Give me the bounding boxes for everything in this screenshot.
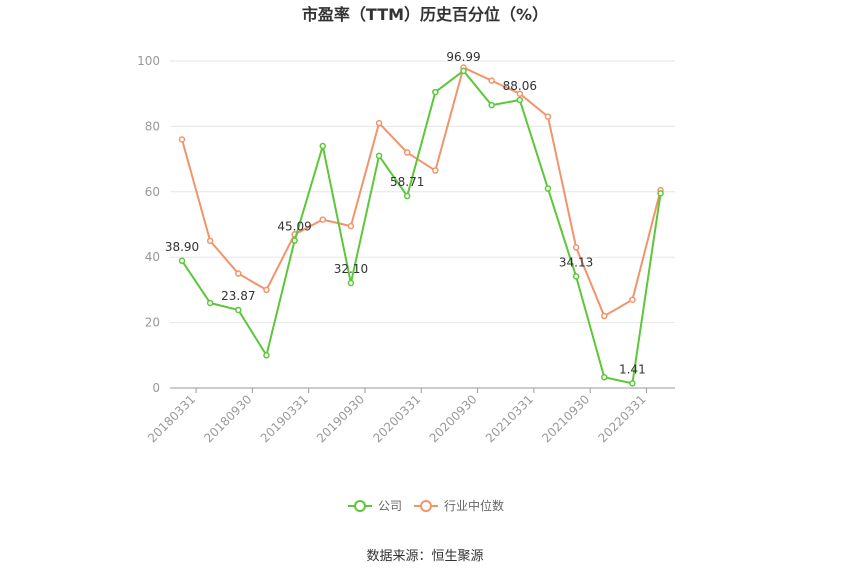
- data-label: 1.41: [619, 362, 646, 376]
- data-point: [403, 192, 411, 200]
- y-tick-label: 60: [145, 185, 160, 199]
- data-point: [460, 67, 467, 75]
- y-tick-label: 20: [145, 316, 160, 330]
- y-axis: 0 20 40 60 80 100: [137, 54, 160, 395]
- data-point: [572, 244, 580, 251]
- data-point: [544, 185, 552, 192]
- data-label: 34.13: [559, 255, 593, 269]
- data-point: [319, 142, 326, 150]
- y-tick-label: 0: [152, 381, 160, 395]
- data-point: [403, 149, 411, 156]
- legend-marker: [420, 500, 432, 512]
- data-point: [516, 96, 524, 104]
- series-line-1: [181, 66, 662, 318]
- data-point: [488, 101, 495, 109]
- y-tick-label: 40: [145, 250, 160, 264]
- data-point: [572, 273, 580, 280]
- data-point: [178, 257, 186, 265]
- series-layer: [178, 64, 664, 387]
- legend-item-0[interactable]: 公司: [348, 499, 402, 513]
- legend-label: 公司: [378, 499, 402, 513]
- data-point: [235, 270, 242, 277]
- x-tick-label: 20190930: [314, 392, 367, 445]
- data-label: 38.90: [165, 240, 199, 254]
- x-tick-label: 20180331: [145, 392, 198, 445]
- data-point: [206, 299, 214, 307]
- data-point: [488, 77, 495, 84]
- series-0: [178, 67, 664, 387]
- data-point: [319, 216, 326, 223]
- x-tick-label: 20200331: [370, 392, 423, 445]
- data-label: 32.10: [334, 262, 368, 276]
- legend-marker: [354, 500, 366, 512]
- data-source: 数据来源：恒生聚源: [366, 549, 483, 564]
- y-tick-label: 80: [145, 119, 160, 133]
- data-point: [263, 352, 270, 359]
- data-point: [235, 306, 242, 314]
- data-point: [178, 136, 186, 143]
- x-tick-label: 20200930: [427, 392, 480, 445]
- data-label: 45.09: [277, 220, 311, 234]
- chart-title: 市盈率（TTM）历史百分位（%）: [302, 5, 548, 24]
- series-1: [178, 64, 664, 320]
- x-tick-label: 20220331: [596, 392, 649, 445]
- data-labels: 38.90 23.87 45.09 32.10 58.71 96.99 88.06 34.13…: [165, 50, 646, 377]
- data-point: [347, 222, 355, 230]
- data-point: [657, 190, 664, 197]
- legend: 公司 行业中位数: [348, 498, 504, 513]
- data-label: 23.87: [221, 289, 255, 303]
- data-label: 58.71: [390, 175, 424, 189]
- x-tick-label: 20210331: [483, 392, 536, 445]
- data-point: [432, 167, 439, 174]
- x-axis: 20180331 20180930 20190331 20190930 20200331…: [145, 387, 675, 445]
- data-point: [601, 373, 608, 381]
- data-point: [432, 88, 439, 96]
- data-point: [375, 119, 383, 127]
- legend-label: 行业中位数: [444, 498, 504, 513]
- data-point: [263, 286, 270, 294]
- data-point: [629, 380, 636, 387]
- data-point: [291, 237, 298, 244]
- series-line-0: [181, 69, 662, 385]
- x-tick-label: 20210930: [539, 392, 592, 445]
- x-tick-label: 20190331: [258, 392, 311, 445]
- data-point: [544, 113, 552, 120]
- y-tick-label: 100: [137, 54, 160, 68]
- data-point: [516, 90, 524, 97]
- data-point: [206, 237, 214, 245]
- legend-item-1[interactable]: 行业中位数: [414, 498, 504, 513]
- grid-lines: [170, 60, 675, 324]
- data-point: [375, 152, 383, 160]
- data-label: 88.06: [503, 79, 537, 93]
- data-point: [601, 312, 608, 320]
- data-point: [347, 279, 355, 287]
- data-label: 96.99: [446, 50, 480, 64]
- x-tick-label: 20180930: [201, 392, 254, 445]
- data-point: [629, 296, 636, 303]
